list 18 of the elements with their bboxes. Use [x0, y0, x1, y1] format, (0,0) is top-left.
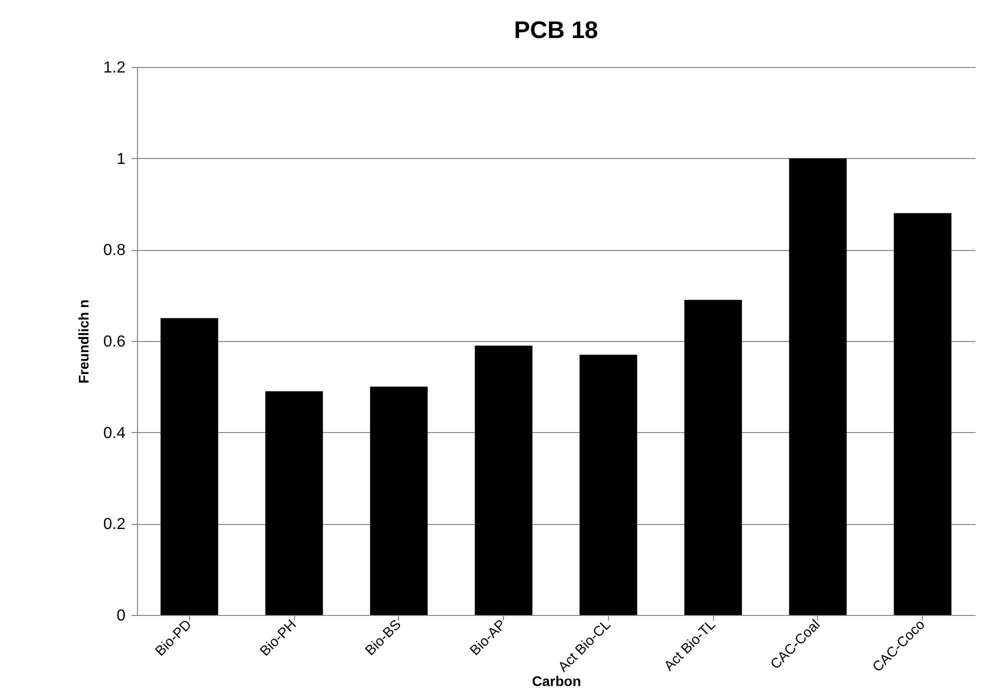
y-tick-label: 1.2: [103, 60, 126, 76]
y-tick-label: 0: [116, 608, 126, 624]
y-axis-title: Freundlich n: [75, 300, 92, 384]
x-axis-title: Carbon: [532, 672, 581, 689]
bar: [684, 300, 742, 615]
bar: [474, 346, 532, 615]
bar: [894, 213, 952, 615]
bar: [265, 391, 323, 615]
bar: [370, 386, 428, 615]
bar: [580, 354, 638, 615]
y-tick-label: 0.8: [103, 242, 126, 260]
bar: [789, 158, 847, 615]
bar: [160, 318, 218, 615]
y-tick-label: 0.6: [103, 334, 126, 350]
y-tick-label: 1: [116, 150, 126, 168]
y-tick-label: 0.2: [103, 516, 126, 534]
y-tick-label: 0.4: [103, 424, 126, 442]
chart-title: PCB 18: [514, 17, 598, 44]
